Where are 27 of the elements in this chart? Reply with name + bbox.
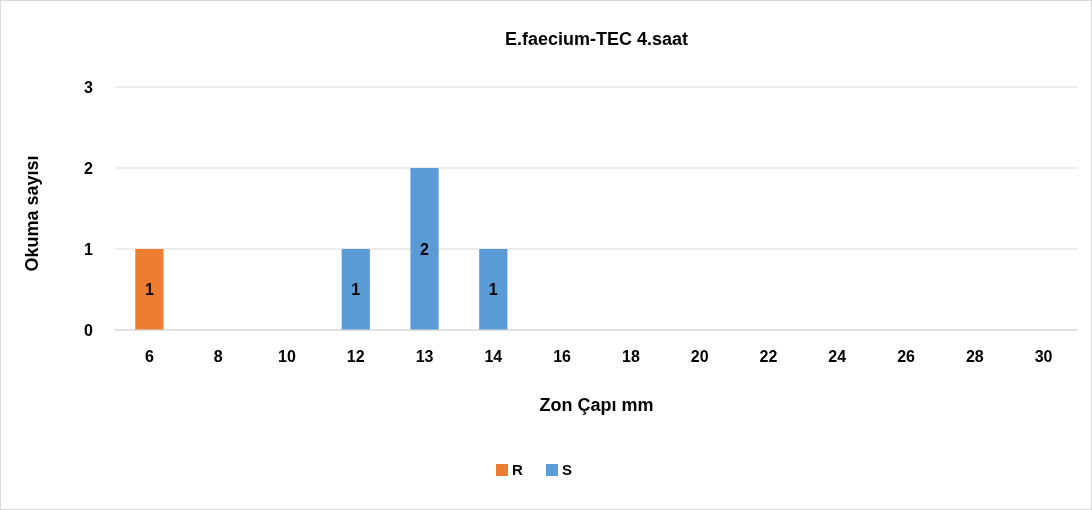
x-tick-label: 30 [1034,348,1053,365]
x-tick-label: 26 [897,348,916,365]
x-tick-label: 10 [278,348,296,365]
x-tick-label: 12 [346,348,365,365]
y-tick-label: 0 [84,321,94,339]
y-tick-label: 3 [84,78,94,96]
chart-title: E.faecium-TEC 4.saat [504,29,689,49]
y-axis-title: Okuma sayısı [22,155,42,272]
x-axis-title: Zon Çapı mm [539,395,654,415]
data-label: 2 [420,240,430,258]
data-label: 1 [488,281,498,299]
x-tick-label: 28 [965,348,984,365]
x-tick-label: 16 [553,348,572,365]
legend-label: R [512,461,523,479]
y-tick-label: 1 [84,240,94,258]
x-tick-label: 22 [759,348,778,365]
data-label: 1 [144,281,154,299]
x-tick-label: 13 [415,348,434,365]
x-tick-label: 24 [828,348,847,365]
y-tick-label: 2 [84,159,94,177]
x-tick-label: 20 [690,348,709,365]
data-label: 1 [351,281,361,299]
x-tick-label: 8 [213,348,223,365]
legend-label: S [562,461,573,479]
x-tick-label: 6 [144,348,154,365]
x-tick-label: 14 [484,348,503,365]
x-tick-label: 18 [621,348,640,365]
